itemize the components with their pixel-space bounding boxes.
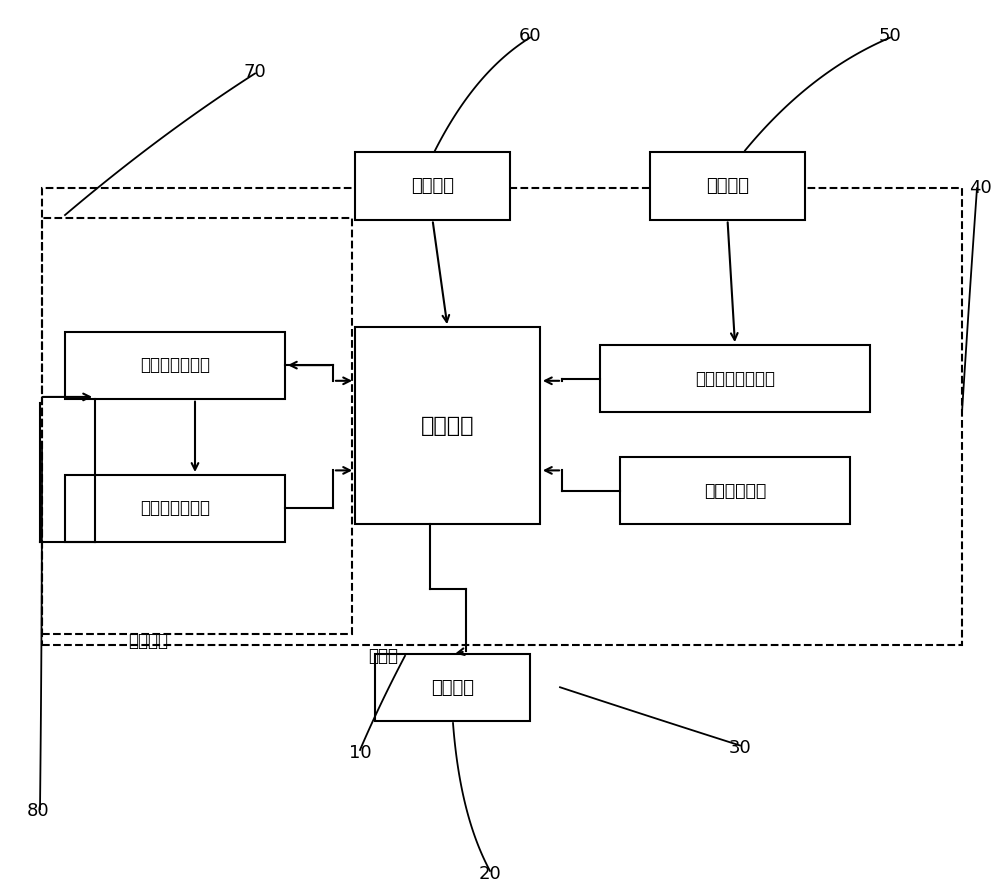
Bar <box>42 188 962 645</box>
Text: 识别对比子模块: 识别对比子模块 <box>140 499 210 518</box>
Text: 通讯模块: 通讯模块 <box>431 678 474 697</box>
Text: 控制器: 控制器 <box>368 647 398 665</box>
Text: 主控模块: 主控模块 <box>421 416 474 435</box>
Bar <box>620 457 850 524</box>
Text: 标准图像存储模块: 标准图像存储模块 <box>695 369 775 388</box>
Bar <box>355 327 540 524</box>
Bar <box>650 152 805 220</box>
Bar <box>355 152 510 220</box>
Bar <box>600 345 870 412</box>
Text: 30: 30 <box>729 739 751 757</box>
Text: 40: 40 <box>969 179 991 197</box>
Text: 10: 10 <box>349 744 371 762</box>
Text: 图像分割子模块: 图像分割子模块 <box>140 356 210 375</box>
Text: 70: 70 <box>244 63 266 81</box>
Text: 摄像模块: 摄像模块 <box>411 177 454 195</box>
Text: 50: 50 <box>879 27 901 45</box>
Text: 20: 20 <box>479 865 501 883</box>
Bar <box>42 218 352 634</box>
Bar <box>65 332 285 399</box>
Text: 标记模块: 标记模块 <box>706 177 749 195</box>
Text: 数据存储模块: 数据存储模块 <box>704 481 766 500</box>
Text: 80: 80 <box>27 802 49 820</box>
Text: 60: 60 <box>519 27 541 45</box>
Bar <box>65 475 285 542</box>
Text: 识别模块: 识别模块 <box>128 632 168 650</box>
Bar <box>375 654 530 721</box>
